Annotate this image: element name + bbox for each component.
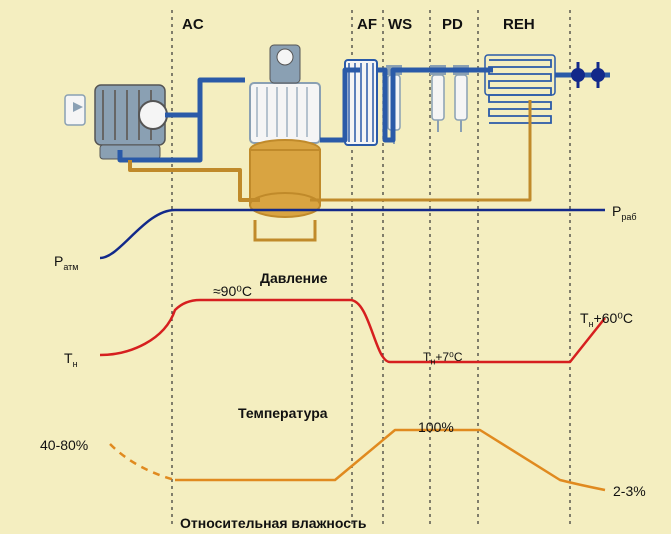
compressor-icon (65, 85, 167, 159)
stage-label-pd: PD (442, 16, 463, 33)
temp-top-label: ≈90⁰C (213, 283, 252, 300)
stage-label-ac: AC (182, 16, 204, 33)
svg-canvas (0, 0, 671, 534)
pressure-title: Давление (260, 270, 328, 286)
temp-right-label: Tн+60⁰C (580, 310, 633, 329)
temp-dip-label: Tн+7⁰C (423, 350, 463, 366)
stage-label-reh: REH (503, 16, 535, 33)
dryer-icon-2 (453, 65, 469, 132)
piping (120, 70, 560, 200)
humidity-curve (175, 430, 605, 490)
outlet-valves-icon (560, 62, 610, 88)
pressure-right-label: Pраб (612, 203, 637, 222)
humidity-left-label: 40-80% (40, 437, 88, 453)
humidity-curve-dashed (110, 444, 175, 480)
stage-label-af: AF (357, 16, 377, 33)
temperature-curve (100, 300, 605, 362)
diagram-root: AC AF WS PD REH Pатм Pраб Давление Tн ≈9… (0, 0, 671, 534)
stage-label-ws: WS (388, 16, 412, 33)
aftercooler-icon (345, 60, 377, 145)
humidity-title: Относительная влажность (180, 515, 367, 531)
humidity-right-label: 2-3% (613, 483, 646, 499)
humidity-top-label: 100% (418, 419, 454, 435)
temp-title: Температура (238, 405, 328, 421)
reheater-icon (485, 55, 555, 123)
temp-left-label: Tн (64, 350, 78, 369)
dryer-icon-1 (430, 65, 446, 132)
pressure-left-label: Pатм (54, 253, 78, 272)
